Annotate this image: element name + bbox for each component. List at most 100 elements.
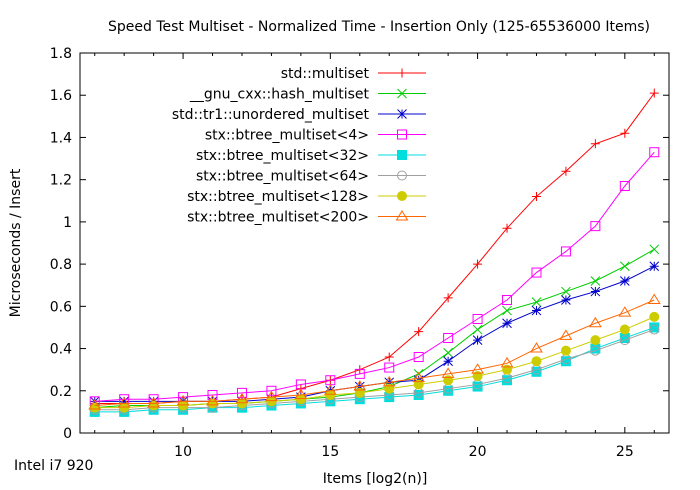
- data-point: [354, 387, 365, 398]
- data-point: [354, 368, 365, 379]
- data-point: [500, 356, 514, 368]
- series-7: [88, 293, 661, 410]
- series-layer: [88, 88, 661, 417]
- legend-marker: [397, 88, 407, 99]
- series-line: [94, 248, 655, 409]
- legend-label: stx::btree_multiset<200>: [187, 210, 369, 226]
- data-point: [561, 295, 571, 305]
- data-point: [531, 297, 542, 307]
- data-point: [443, 385, 454, 396]
- y-tick-label: 1.2: [50, 173, 72, 189]
- legend-marker: [397, 68, 407, 78]
- data-point: [176, 394, 190, 406]
- data-point: [119, 396, 130, 407]
- data-point: [384, 392, 395, 403]
- data-point: [559, 329, 573, 340]
- data-point: [619, 276, 630, 286]
- data-point: [472, 371, 483, 381]
- data-point: [413, 352, 424, 362]
- legend-marker: [397, 109, 407, 119]
- data-point: [117, 396, 131, 408]
- data-point: [266, 385, 277, 396]
- data-point: [502, 318, 512, 329]
- series-0: [90, 88, 659, 408]
- y-tick-label: 0.2: [50, 384, 72, 400]
- series-3: [89, 147, 660, 407]
- data-point: [473, 259, 483, 269]
- data-point: [88, 399, 102, 410]
- data-point: [590, 221, 601, 232]
- data-point: [620, 128, 630, 138]
- data-point: [236, 387, 247, 398]
- legend-marker: [397, 150, 407, 160]
- data-point: [443, 347, 453, 358]
- data-point: [206, 394, 219, 406]
- x-tick-label: 20: [469, 444, 487, 460]
- y-tick-label: 0.8: [50, 257, 72, 273]
- data-point: [441, 367, 455, 378]
- data-point: [619, 324, 630, 335]
- data-point: [414, 327, 424, 337]
- data-point: [561, 166, 571, 176]
- y-tick-label: 0.6: [50, 299, 72, 315]
- data-point: [443, 333, 454, 343]
- data-point: [502, 305, 512, 316]
- data-point: [588, 316, 602, 328]
- data-point: [649, 261, 660, 272]
- x-tick-label: 25: [616, 444, 634, 460]
- data-point: [561, 286, 571, 297]
- y-tick-label: 1.6: [50, 88, 72, 104]
- cpu-footnote: Intel i7 920: [14, 458, 94, 474]
- data-point: [531, 356, 542, 367]
- data-point: [502, 223, 512, 233]
- data-point: [560, 345, 571, 356]
- legend-marker: [397, 170, 407, 181]
- legend-item: stx::btree_multiset<4>: [205, 128, 426, 144]
- data-point: [649, 311, 660, 322]
- legend-item: stx::btree_multiset<32>: [196, 148, 426, 164]
- data-point: [443, 375, 454, 386]
- data-point: [119, 402, 130, 413]
- data-point: [294, 388, 308, 399]
- data-point: [649, 244, 660, 255]
- data-point: [443, 293, 453, 303]
- data-point: [590, 335, 601, 346]
- data-point: [412, 371, 426, 383]
- data-point: [413, 390, 424, 400]
- data-point: [472, 324, 483, 335]
- data-point: [413, 379, 424, 390]
- x-axis-label: Items [log2(n)]: [323, 471, 428, 487]
- series-1: [89, 244, 660, 413]
- data-point: [384, 383, 395, 394]
- legend-label: std::tr1::unordered_multiset: [172, 107, 370, 123]
- x-tick-label: 15: [321, 444, 339, 460]
- data-point: [560, 246, 571, 257]
- y-tick-label: 0.4: [50, 342, 72, 358]
- data-point: [472, 335, 483, 345]
- data-point: [236, 398, 247, 409]
- legend-marker: [397, 191, 407, 201]
- legend-label: stx::btree_multiset<4>: [205, 128, 369, 144]
- data-point: [531, 192, 541, 202]
- data-point: [502, 364, 513, 375]
- legend-label: stx::btree_multiset<64>: [196, 169, 369, 185]
- data-point: [295, 394, 306, 405]
- legend-label: stx::btree_multiset<32>: [196, 148, 369, 164]
- data-point: [649, 147, 660, 158]
- data-point: [590, 276, 601, 286]
- plot-frame: [79, 52, 670, 434]
- legend-item: std::tr1::unordered_multiset: [172, 107, 426, 123]
- data-point: [590, 139, 600, 149]
- data-point: [619, 261, 630, 272]
- legend-marker: [397, 129, 407, 140]
- data-point: [266, 396, 277, 407]
- data-point: [471, 363, 484, 374]
- legend-marker: [395, 210, 409, 221]
- data-point: [590, 345, 601, 356]
- data-point: [384, 362, 395, 373]
- legend-item: stx::btree_multiset<200>: [187, 210, 426, 226]
- legend-label: stx::btree_multiset<128>: [187, 189, 369, 205]
- legend: std::multiset__gnu_cxx::hash_multisetstd…: [172, 66, 426, 226]
- data-point: [382, 375, 396, 387]
